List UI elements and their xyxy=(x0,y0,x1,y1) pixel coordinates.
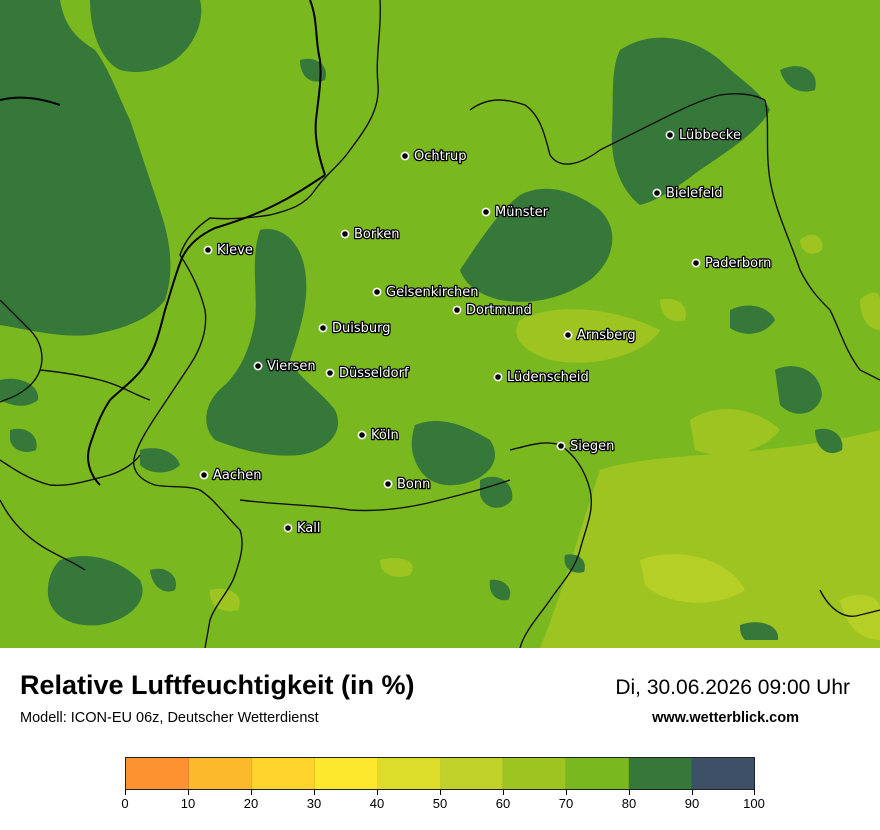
legend-tick xyxy=(692,790,693,795)
svg-text:Düsseldorf: Düsseldorf xyxy=(339,366,409,381)
svg-text:Bielefeld: Bielefeld xyxy=(666,186,723,201)
city-gelsenkirchen: Gelsenkirchen xyxy=(372,284,480,301)
website-link[interactable]: www.wetterblick.com xyxy=(652,710,799,726)
legend-tick-label: 70 xyxy=(558,796,574,811)
legend-segment-60-70 xyxy=(503,758,567,789)
legend-segment-80-90 xyxy=(629,758,693,789)
city-luebbecke: Lübbecke xyxy=(665,127,742,144)
legend-tick xyxy=(440,790,441,795)
city-muenster: Münster xyxy=(481,204,550,221)
svg-text:Bonn: Bonn xyxy=(397,477,430,492)
svg-text:Duisburg: Duisburg xyxy=(332,321,391,336)
legend-segment-20-30 xyxy=(251,758,315,789)
legend-tick xyxy=(251,790,252,795)
city-duesseldorf: Düsseldorf xyxy=(325,365,410,382)
svg-text:Paderborn: Paderborn xyxy=(705,256,771,271)
svg-text:Kleve: Kleve xyxy=(217,243,253,258)
legend-tick-label: 10 xyxy=(180,796,196,811)
color-scale-legend xyxy=(125,757,755,790)
svg-text:Kall: Kall xyxy=(297,521,321,536)
legend-tick xyxy=(125,790,126,795)
legend-tick xyxy=(503,790,504,795)
legend-tick xyxy=(566,790,567,795)
svg-text:Lübbecke: Lübbecke xyxy=(679,128,741,143)
legend-tick xyxy=(314,790,315,795)
city-bonn: Bonn xyxy=(383,476,432,493)
humidity-map: Lübbecke Ochtrup Bielefeld Münster Borke… xyxy=(0,0,880,648)
city-bielefeld: Bielefeld xyxy=(652,185,724,202)
legend-tick-label: 100 xyxy=(743,796,765,811)
legend-segment-90-100 xyxy=(692,758,755,789)
legend-tick xyxy=(188,790,189,795)
legend-tick-label: 20 xyxy=(243,796,259,811)
city-kall: Kall xyxy=(283,520,322,537)
svg-text:Münster: Münster xyxy=(495,205,549,220)
legend-tick-label: 60 xyxy=(495,796,511,811)
city-siegen: Siegen xyxy=(556,438,616,455)
svg-text:Köln: Köln xyxy=(371,428,399,443)
svg-text:Gelsenkirchen: Gelsenkirchen xyxy=(386,285,479,300)
legend-segment-40-50 xyxy=(377,758,441,789)
svg-text:Lüdenscheid: Lüdenscheid xyxy=(507,370,589,385)
legend-segment-70-80 xyxy=(566,758,630,789)
legend-tick-label: 90 xyxy=(684,796,700,811)
city-dortmund: Dortmund xyxy=(452,302,533,319)
city-aachen: Aachen xyxy=(199,467,263,484)
legend-tick xyxy=(629,790,630,795)
legend-tick-label: 80 xyxy=(621,796,637,811)
humidity-band-60-70 xyxy=(209,234,880,648)
city-kleve: Kleve xyxy=(203,242,254,259)
svg-text:Ochtrup: Ochtrup xyxy=(414,149,467,164)
svg-text:Aachen: Aachen xyxy=(213,468,261,483)
city-markers: Lübbecke Ochtrup Bielefeld Münster Borke… xyxy=(199,127,773,537)
legend-segment-30-40 xyxy=(314,758,378,789)
legend-tick-label: 0 xyxy=(121,796,129,811)
city-koeln: Köln xyxy=(357,427,400,444)
model-source: Modell: ICON-EU 06z, Deutscher Wetterdie… xyxy=(20,710,319,726)
svg-text:Dortmund: Dortmund xyxy=(466,303,532,318)
svg-text:Siegen: Siegen xyxy=(570,439,614,454)
city-arnsberg: Arnsberg xyxy=(563,327,637,344)
country-borders xyxy=(0,0,326,486)
humidity-band-80-90 xyxy=(0,0,843,640)
city-borken: Borken xyxy=(340,226,401,243)
legend-tick xyxy=(377,790,378,795)
state-borders xyxy=(0,0,880,648)
legend-tick-label: 40 xyxy=(369,796,385,811)
svg-text:Arnsberg: Arnsberg xyxy=(577,328,636,343)
map-footer: Relative Luftfeuchtigkeit (in %) Modell:… xyxy=(0,648,880,830)
city-luedenscheid: Lüdenscheid xyxy=(493,369,590,386)
city-ochtrup: Ochtrup xyxy=(400,148,468,165)
svg-text:Borken: Borken xyxy=(354,227,400,242)
legend-tick xyxy=(754,790,755,795)
city-paderborn: Paderborn xyxy=(691,255,773,272)
city-duisburg: Duisburg xyxy=(318,320,392,337)
legend-segment-0-10 xyxy=(126,758,189,789)
legend-segment-50-60 xyxy=(440,758,504,789)
forecast-datetime: Di, 30.06.2026 09:00 Uhr xyxy=(615,676,850,699)
city-viersen: Viersen xyxy=(253,358,317,375)
humidity-band-50-60 xyxy=(640,554,880,640)
legend-tick-label: 50 xyxy=(432,796,448,811)
legend-segment-10-20 xyxy=(188,758,252,789)
svg-text:Viersen: Viersen xyxy=(267,359,316,374)
map-title: Relative Luftfeuchtigkeit (in %) xyxy=(20,670,415,700)
legend-tick-label: 30 xyxy=(306,796,322,811)
